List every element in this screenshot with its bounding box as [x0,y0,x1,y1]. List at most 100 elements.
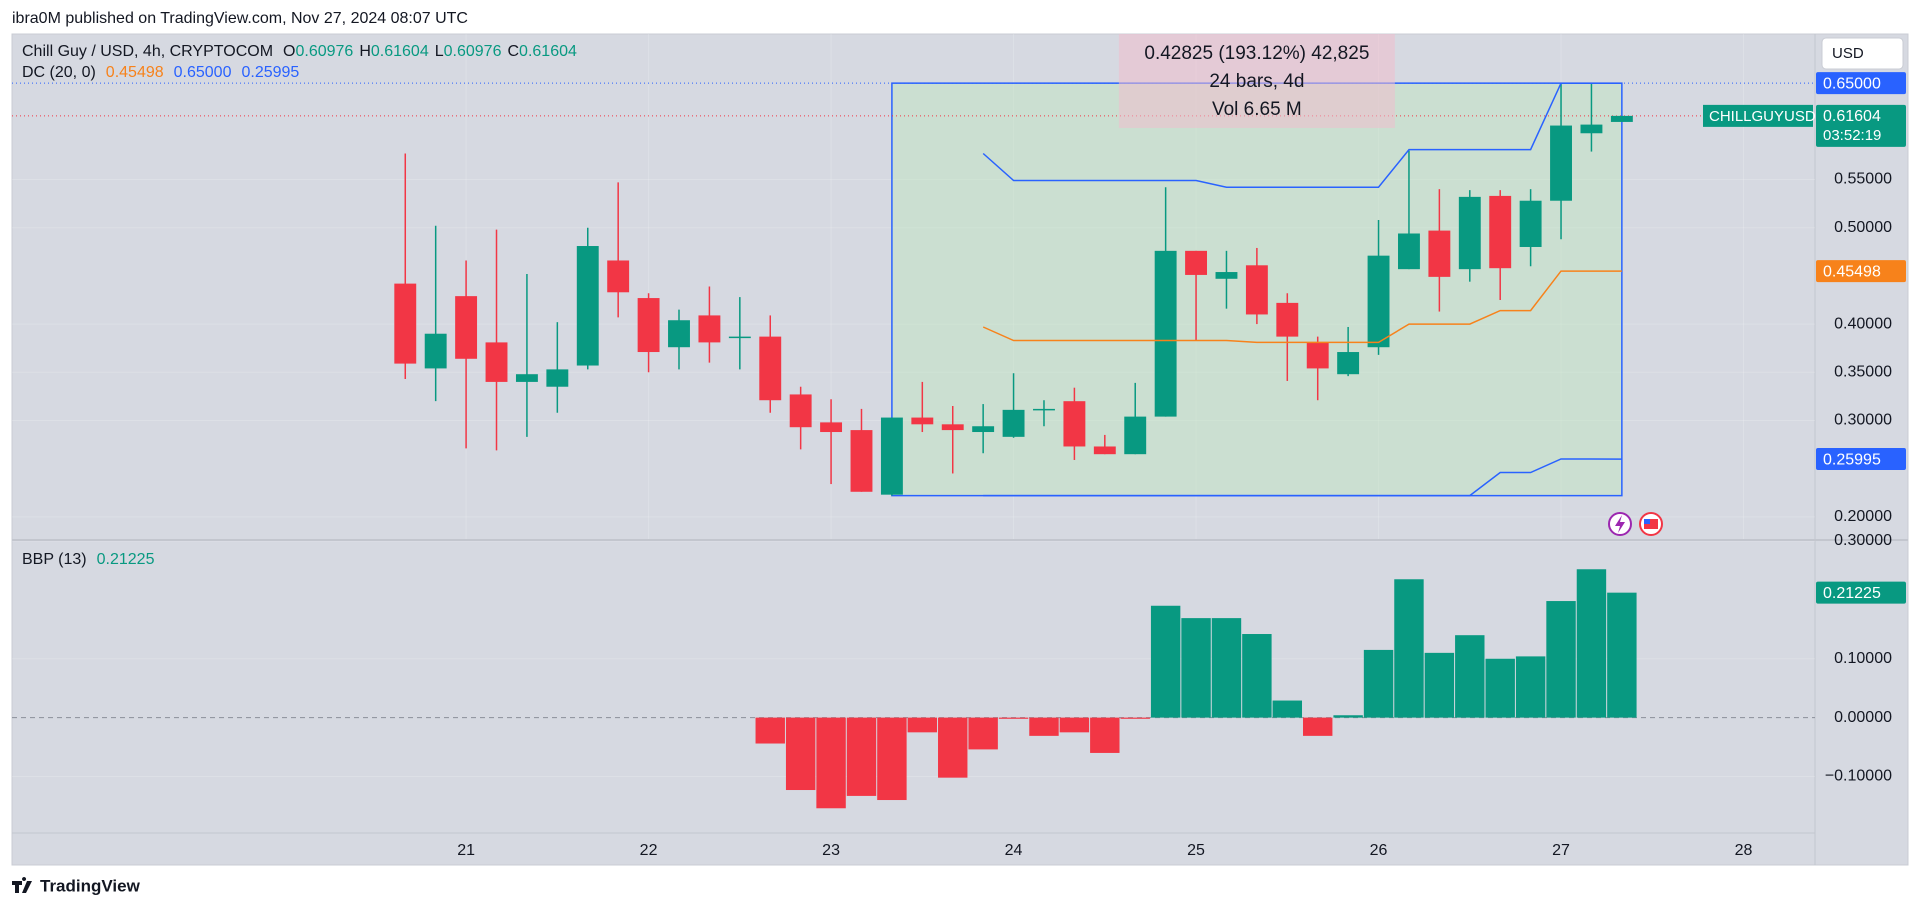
candle-body [1002,409,1025,437]
symbol-tag [1703,104,1813,127]
price-tag-label: 0.65000 [1823,75,1881,92]
candle-body [424,333,447,369]
measure-bars: 24 bars, 4d [1209,71,1304,92]
candle-body [759,336,782,401]
price-tag [1816,581,1906,604]
bbp-bar [1181,618,1211,718]
candle-body [1124,416,1147,455]
symbol-title: Chill Guy / USD, 4h, CRYPTOCOM [22,43,273,60]
currency-button-label[interactable]: USD [1832,45,1864,62]
event-icon-glyph [1615,515,1625,533]
bbp-bar [1485,658,1515,718]
y-tick-label: 0.40000 [1834,315,1892,332]
y-tick-label: 0.00000 [1834,709,1892,726]
bbp-bar [1515,656,1546,718]
indicator-value: 0.65000 [174,64,232,81]
candle-body [1428,230,1451,277]
x-tick-label: 25 [1187,842,1205,859]
y-tick-label: 0.30000 [1834,532,1892,549]
bbp-bar [1150,605,1181,718]
x-tick-label: 22 [640,842,658,859]
bbp-bar [816,717,846,809]
candle-body [576,246,599,366]
ohlc-key: C [507,43,519,60]
price-tag-label: 0.45498 [1823,263,1881,280]
bbp-bar [877,717,907,801]
candle-body [1519,200,1542,247]
bbp-bar [1455,635,1485,718]
bbp-bar [968,717,998,750]
y-tick-label: 0.10000 [1834,650,1892,667]
price-tag [1816,260,1906,283]
symbol-tag-label: CHILLGUYUSD [1709,108,1816,125]
measure-range: 0.42825 (193.12%) 42,825 [1144,43,1369,64]
candle-body [485,342,508,382]
indicator-value: 0.25995 [241,64,299,81]
x-tick-label: 24 [1005,842,1023,859]
candle-body [1154,250,1177,417]
bbp-bar [1333,715,1363,718]
y-tick-label: 0.35000 [1834,363,1892,380]
candle-body [1367,255,1390,348]
symbol-legend: Chill Guy / USD, 4h, CRYPTOCOM O0.60976 H0… [22,43,577,60]
ohlc-value: 0.60976 [444,43,502,60]
candle-body [394,283,417,364]
price-tag [1816,72,1906,95]
candle-body [1185,250,1208,275]
candle-body [911,417,934,425]
bbp-bar [1607,592,1637,718]
measure-label-box [1118,34,1395,128]
indicator-name: DC (20, 0) [22,64,96,81]
x-tick-label: 28 [1735,842,1753,859]
candle-body [1458,196,1481,270]
donchian-line [983,458,1622,497]
candle-body [1550,125,1572,201]
candle-body [515,374,538,382]
indicator-value: 0.21225 [97,551,155,568]
candle-body [1215,272,1238,279]
x-tick-label: 21 [457,842,475,859]
bbp-bar [846,717,877,796]
last-price-label: 0.61604 [1823,108,1881,125]
donchian-line [982,270,1622,344]
bbp-bar [1303,717,1333,736]
countdown-label: 03:52:19 [1823,127,1881,144]
bbp-bar [785,717,816,791]
y-tick-label: 0.55000 [1834,171,1892,188]
candle-body [1489,195,1512,269]
bbp-bar [1424,652,1455,718]
candle-body [880,417,903,495]
currency-button[interactable] [1821,37,1904,70]
bbp-bar [1090,717,1120,753]
candle-body [1398,233,1420,270]
candle-body [850,430,873,492]
bbp-bar [755,717,785,744]
bbp-bar [1242,634,1272,718]
indicator-legend: BBP (13) 0.21225 [22,551,155,568]
x-tick-label: 23 [822,842,840,859]
bbp-bar [938,717,968,778]
donchian-line [982,82,1622,188]
ohlc-key: L [435,43,444,60]
candle-body [1306,342,1329,369]
ohlc-value: 0.61604 [519,43,577,60]
candle-body [1337,352,1360,375]
main-pane [12,34,1815,539]
bbp-bar [1059,717,1090,733]
bbp-bar [1394,579,1424,718]
candle-body [789,394,812,428]
candle-body [1093,446,1116,455]
flag-glyph [1644,519,1658,529]
x-tick-label: 26 [1370,842,1388,859]
candle-body [607,260,630,293]
bbp-bar [1120,717,1150,719]
price-tag-label: 0.25995 [1823,451,1881,468]
ohlc-value: 0.61604 [371,43,429,60]
bbp-bar [1029,717,1059,736]
price-tag [1816,448,1906,471]
bbp-bar [998,717,1029,719]
bbp-bar [907,717,938,733]
candle-body [1610,115,1633,122]
candle-body [1033,408,1055,411]
candle-body [728,336,751,339]
